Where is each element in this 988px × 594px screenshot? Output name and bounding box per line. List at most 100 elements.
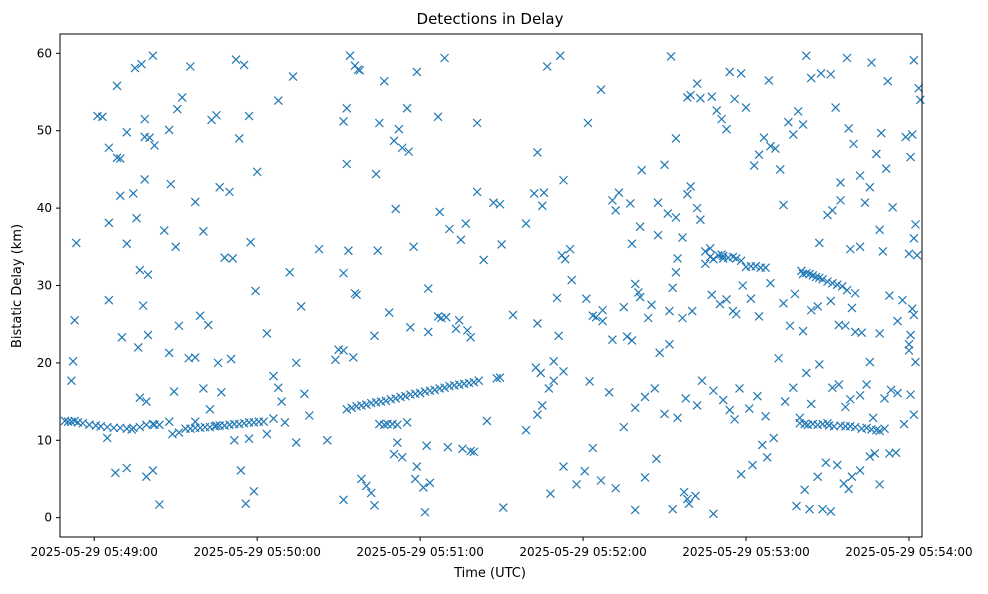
data-point xyxy=(497,240,507,249)
data-point xyxy=(673,413,683,423)
data-point xyxy=(164,417,174,427)
data-point xyxy=(430,385,440,395)
data-point xyxy=(216,387,226,397)
data-point xyxy=(893,388,902,398)
data-point xyxy=(811,272,821,282)
data-point xyxy=(909,310,919,320)
data-point xyxy=(262,329,272,338)
data-point xyxy=(622,332,632,341)
data-point xyxy=(849,139,858,149)
data-point xyxy=(844,484,854,494)
data-point xyxy=(565,244,575,254)
data-point xyxy=(410,474,420,484)
data-point xyxy=(339,346,348,355)
data-point xyxy=(673,253,683,263)
data-point xyxy=(231,55,241,64)
data-point xyxy=(836,178,845,188)
data-point xyxy=(823,277,832,287)
data-point xyxy=(462,325,472,335)
data-point xyxy=(814,360,824,369)
data-point xyxy=(880,394,889,403)
data-point xyxy=(678,233,687,242)
data-point xyxy=(433,112,443,122)
data-point xyxy=(867,58,876,68)
data-point xyxy=(907,130,917,140)
data-point xyxy=(172,104,182,114)
data-point xyxy=(482,416,492,426)
data-point xyxy=(104,143,114,153)
y-tick-label: 40 xyxy=(37,201,52,215)
data-point xyxy=(174,428,184,437)
data-point xyxy=(906,152,916,162)
data-point xyxy=(678,313,687,323)
data-point xyxy=(637,165,647,175)
data-point xyxy=(440,53,449,63)
data-point xyxy=(104,295,114,305)
data-point xyxy=(347,403,357,413)
data-point xyxy=(342,103,352,113)
data-point xyxy=(665,306,674,316)
data-point xyxy=(707,92,717,102)
data-point xyxy=(736,469,746,479)
data-point xyxy=(251,286,260,296)
data-point xyxy=(686,90,696,100)
x-tick-label: 2025-05-29 05:54:00 xyxy=(845,545,972,559)
data-point xyxy=(709,254,718,264)
data-point xyxy=(668,283,678,293)
data-point xyxy=(236,466,246,475)
data-point xyxy=(213,358,223,368)
data-point xyxy=(663,209,673,218)
data-point xyxy=(389,136,399,146)
x-tick-label: 2025-05-29 05:50:00 xyxy=(193,545,320,559)
data-point xyxy=(881,164,891,174)
data-point xyxy=(855,390,865,400)
data-point xyxy=(800,485,810,495)
x-tick-label: 2025-05-29 05:52:00 xyxy=(519,545,646,559)
data-point xyxy=(837,281,847,291)
data-point xyxy=(544,383,554,393)
data-point xyxy=(875,225,885,235)
data-point xyxy=(814,238,824,248)
data-point xyxy=(718,395,728,405)
data-point xyxy=(435,207,445,217)
data-point xyxy=(479,255,489,265)
data-point xyxy=(533,318,542,328)
data-point xyxy=(769,433,779,443)
data-point xyxy=(850,288,860,298)
data-point xyxy=(754,150,764,160)
data-point xyxy=(660,409,669,419)
data-point xyxy=(583,118,593,128)
data-point xyxy=(164,125,174,135)
data-point xyxy=(379,76,389,86)
data-point xyxy=(668,504,678,514)
data-point xyxy=(140,175,150,184)
data-point xyxy=(876,128,886,138)
data-point xyxy=(141,472,151,482)
data-point xyxy=(604,387,614,397)
data-point xyxy=(361,481,371,491)
data-point xyxy=(634,288,643,297)
data-point xyxy=(262,429,272,439)
data-point xyxy=(533,410,542,420)
data-point xyxy=(361,400,371,410)
data-point xyxy=(469,377,479,387)
data-point xyxy=(228,253,238,263)
data-point xyxy=(451,324,461,334)
data-point xyxy=(904,249,914,259)
data-point xyxy=(761,263,770,273)
data-point xyxy=(806,399,816,409)
data-point xyxy=(133,342,143,352)
data-point xyxy=(651,454,661,464)
data-point xyxy=(458,444,467,454)
data-point xyxy=(800,419,810,429)
data-point xyxy=(392,438,402,448)
data-point xyxy=(185,62,195,71)
data-point xyxy=(770,144,780,153)
data-point xyxy=(402,418,412,427)
data-point xyxy=(788,130,798,140)
data-point xyxy=(357,474,366,484)
data-point xyxy=(190,353,200,362)
data-point xyxy=(766,141,775,151)
data-point xyxy=(212,421,221,430)
data-point xyxy=(630,403,640,413)
